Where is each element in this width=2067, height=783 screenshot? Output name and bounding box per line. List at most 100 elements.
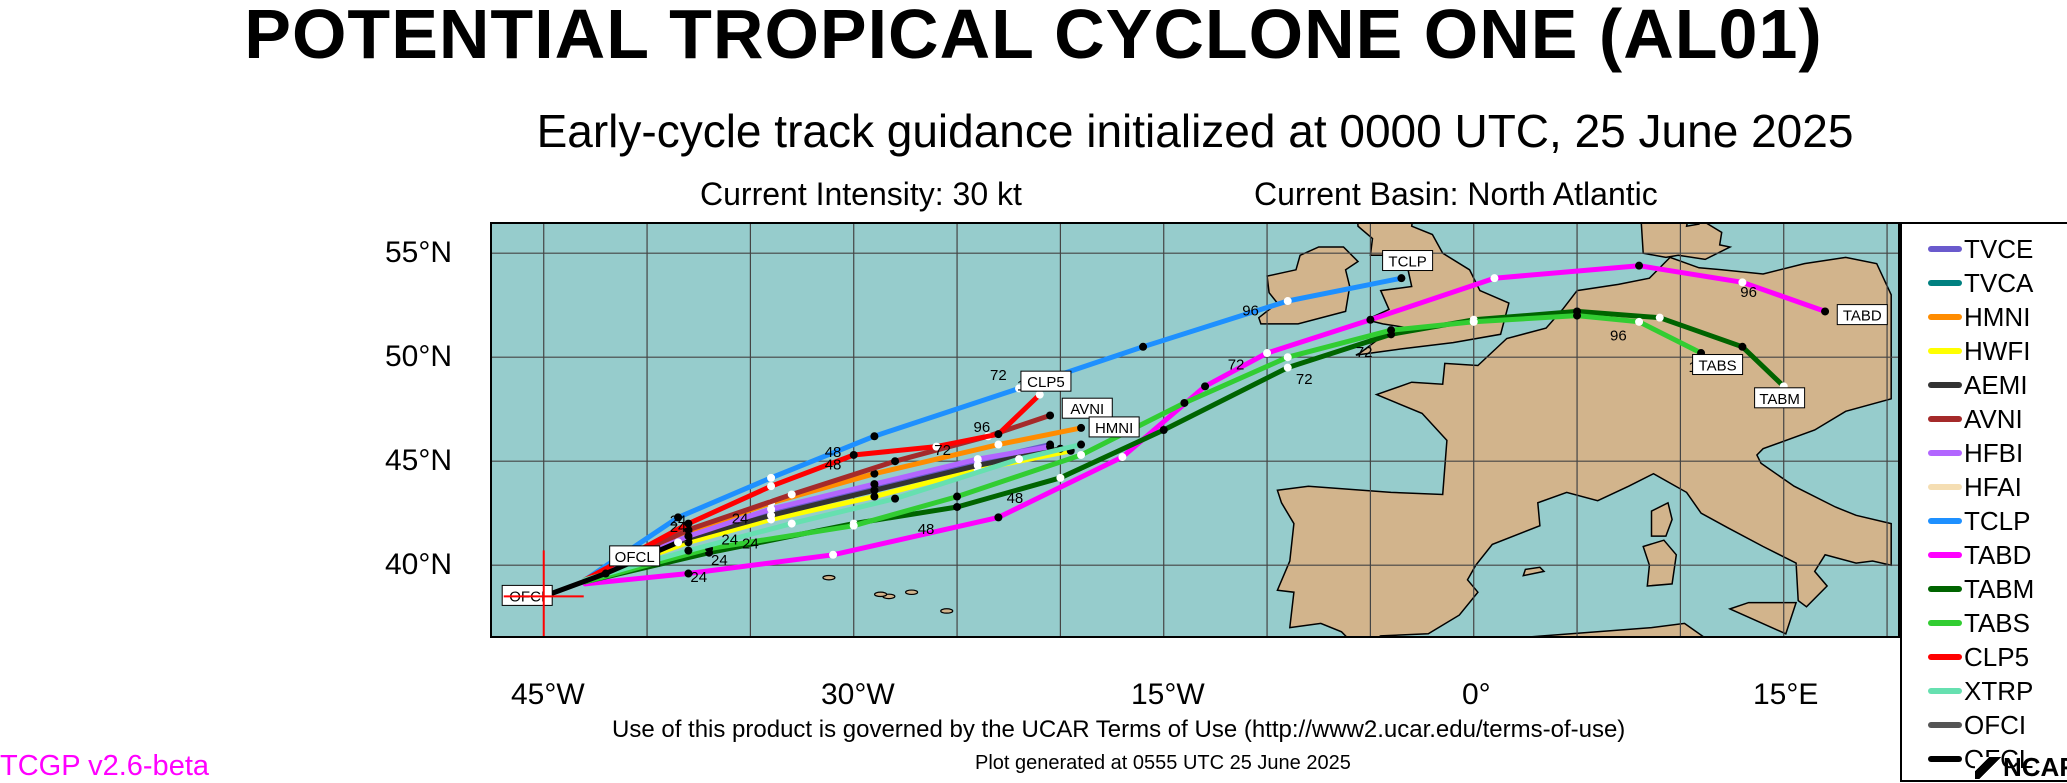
legend-label: CLP5 [1964,641,2030,672]
island [822,574,836,581]
legend-swatch [1928,484,1962,490]
track-point [1201,382,1210,391]
model-box-frame [1382,250,1434,272]
legend-label: HMNI [1964,301,2031,332]
island [905,589,919,596]
legend-item: TVCA [1928,268,2033,298]
forecast-hour-label: 72 [1356,344,1373,361]
lon-label-45w: 45°W [511,678,585,711]
forecast-hour-label: 96 [1610,328,1627,345]
lat-label-50: 50°N [385,340,453,373]
track-point [870,469,879,478]
track-point [1573,311,1582,320]
model-box-frame [1020,370,1072,392]
landmass [1650,501,1673,537]
legend-item: HWFI [1928,336,2030,366]
legend-swatch [1928,552,1962,558]
track-point [1490,274,1499,283]
track-point [953,502,962,511]
track-point [1077,440,1086,449]
track-point [767,473,776,482]
legend-item: TCLP [1928,506,2030,536]
track-point [870,492,879,501]
model-box-tabs: TABS [1692,354,1744,376]
legend-item: TABD [1928,540,2031,570]
island [874,591,888,598]
lon-label-0: 0° [1462,678,1491,711]
track-point [684,519,693,528]
forecast-hour-label: 48 [918,521,935,538]
legend-swatch [1928,620,1962,626]
track-point [870,432,879,441]
plot-generated-time: Plot generated at 0555 UTC 25 June 2025 [975,752,1351,774]
track-point [973,455,982,464]
model-box-label: HMNI [1095,420,1133,437]
track-point [891,494,900,503]
legend-label: XTRP [1964,675,2034,706]
track-point [1077,450,1086,459]
model-legend: TVCE TVCA HMNI HWFI AEMI AVNI HFBI HFAI … [1900,222,2067,782]
track-point [1077,423,1086,432]
track-point [1283,353,1292,362]
legend-label: HFBI [1964,437,2024,468]
lon-label-15w: 15°W [1131,678,1205,711]
ncar-logo-text: NCAR [2003,752,2067,782]
ncar-logo: NCAR [1975,752,2067,783]
current-basin: Current Basin: North Atlantic [1254,176,1658,212]
track-point [1366,315,1375,324]
track-point [787,490,796,499]
forecast-hour-label: 24 [670,513,687,530]
legend-label: HFAI [1964,471,2022,502]
legend-swatch [1928,382,1962,388]
forecast-hour-label: 72 [1296,371,1313,388]
legend-item: AVNI [1928,404,2023,434]
legend-item: HFBI [1928,438,2023,468]
storm-position-marker [503,550,584,643]
model-box-label: TABD [1843,308,1882,325]
track-point [1283,363,1292,372]
model-box-frame [1061,397,1113,419]
lat-label-45: 45°N [385,444,453,477]
legend-item: TABM [1928,574,2034,604]
legend-swatch [1928,348,1962,354]
track-point [1046,411,1055,420]
lat-label-55: 55°N [385,236,453,269]
track-point [1738,342,1747,351]
current-intensity: Current Intensity: 30 kt [700,176,1022,212]
forecast-hour-label: 24 [732,511,749,528]
legend-label: TVCE [1964,233,2034,264]
legend-label: TABS [1964,607,2030,638]
model-box-tclp: TCLP [1382,250,1434,272]
model-box-hmni: HMNI [1088,416,1140,438]
map-border [490,222,1900,638]
track-point [849,521,858,530]
track-point [767,482,776,491]
legend-item: XTRP [1928,676,2033,706]
track-point [973,461,982,470]
model-box-frame [1088,416,1140,438]
legend-swatch [1928,586,1962,592]
forecast-hour-label: 96 [1740,284,1757,301]
track-point [1738,278,1747,287]
track-point [684,546,693,555]
model-box-clp5: CLP5 [1020,370,1072,392]
version-label: TCGP v2.6-beta [0,750,210,782]
track-point [684,532,693,541]
legend-swatch [1928,518,1962,524]
model-box-frame [1692,354,1744,376]
initialization-subtitle: Early-cycle track guidance initialized a… [536,105,1854,157]
legend-swatch [1928,416,1962,422]
model-box-label: TABM [1759,391,1800,408]
legend-label: TVCA [1964,267,2034,298]
model-box-tabm: TABM [1754,387,1806,409]
forecast-hour-label: 48 [825,444,842,461]
forecast-hour-label: 72 [934,442,951,459]
legend-swatch [1928,280,1962,286]
track-point [1035,390,1044,399]
track-point [674,513,683,522]
track-point [1635,261,1644,270]
legend-item: CLP5 [1928,642,2029,672]
legend-label: TCLP [1964,505,2031,536]
